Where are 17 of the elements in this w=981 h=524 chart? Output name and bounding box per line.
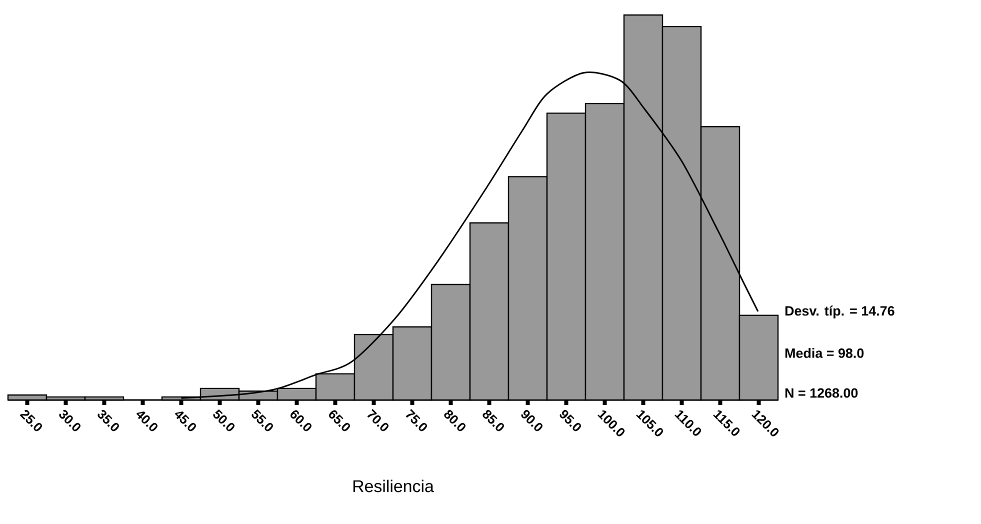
x-tick-label: 65.0 <box>329 410 350 432</box>
x-axis-title: Resiliencia <box>353 480 434 492</box>
text: Desv. típ. = 14.76 <box>785 306 894 318</box>
x-tick-label: 40.0 <box>136 411 158 432</box>
x-tick-label: 55.0 <box>252 409 273 432</box>
x-tick-label: 95.0 <box>560 410 582 432</box>
x-tick-label: 90.0 <box>521 410 543 432</box>
x-tick-label: 85.0 <box>482 410 504 432</box>
x-tick-label: 50.0 <box>213 409 234 432</box>
x-tick-label: 80.0 <box>444 410 466 432</box>
x-tick-label: 45.0 <box>174 411 196 432</box>
x-tick-label: 35.0 <box>98 410 119 432</box>
text: N = 1268.00 <box>785 388 858 398</box>
x-tick-label: 25.0 <box>20 410 42 432</box>
x-tick-label: 60.0 <box>290 410 312 432</box>
text: Media = 98.0 <box>785 348 864 358</box>
x-tick-label: 30.0 <box>59 410 80 432</box>
